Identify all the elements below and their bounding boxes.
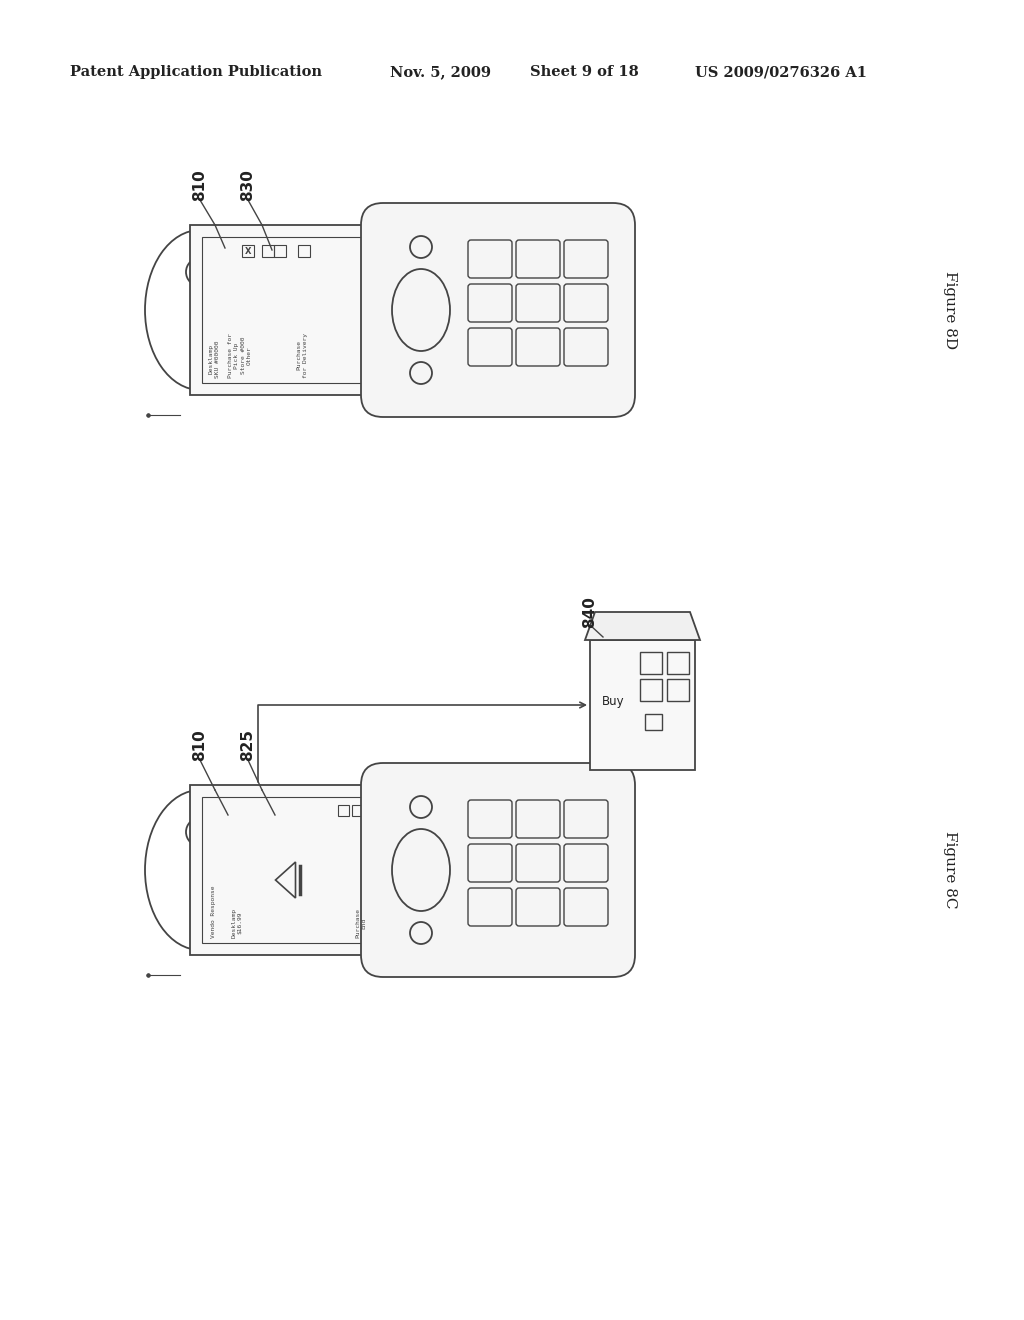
Bar [190,785,385,954]
Text: Figure 8D: Figure 8D [943,271,957,348]
Bar [262,246,274,257]
Text: Purchase
End: Purchase End [355,908,367,939]
Bar [645,714,662,730]
Text: 810: 810 [193,729,208,760]
Bar [640,652,662,675]
Text: 840: 840 [583,597,597,628]
Bar [274,246,286,257]
Text: Nov. 5, 2009: Nov. 5, 2009 [390,65,490,79]
FancyBboxPatch shape [361,763,635,977]
Bar [190,224,385,395]
Polygon shape [585,612,700,640]
Text: Purchase
for Delivery: Purchase for Delivery [296,333,307,378]
Text: 825: 825 [241,729,256,762]
Text: Patent Application Publication: Patent Application Publication [70,65,322,79]
Bar [667,678,689,701]
Text: 830: 830 [241,169,256,201]
Text: X: X [245,247,251,256]
Bar [202,797,373,942]
Text: Desklamp
$16.99: Desklamp $16.99 [231,908,243,939]
Bar [242,246,254,257]
FancyBboxPatch shape [361,203,635,417]
Text: Desklamp
SKU #00000: Desklamp SKU #00000 [209,341,219,378]
Text: Vendo Response: Vendo Response [212,886,216,939]
Text: Buy: Buy [602,696,625,709]
Bar [640,678,662,701]
Bar [590,640,695,770]
Bar [338,805,349,816]
Bar [667,652,689,675]
Text: US 2009/0276326 A1: US 2009/0276326 A1 [695,65,867,79]
Bar [298,246,310,257]
Bar [202,238,373,383]
Text: Sheet 9 of 18: Sheet 9 of 18 [530,65,639,79]
Text: Figure 8C: Figure 8C [943,832,957,908]
Bar [352,805,362,816]
Text: 810: 810 [193,169,208,201]
Text: Purchase for
Pick Up
Store #000
Other: Purchase for Pick Up Store #000 Other [228,333,252,378]
